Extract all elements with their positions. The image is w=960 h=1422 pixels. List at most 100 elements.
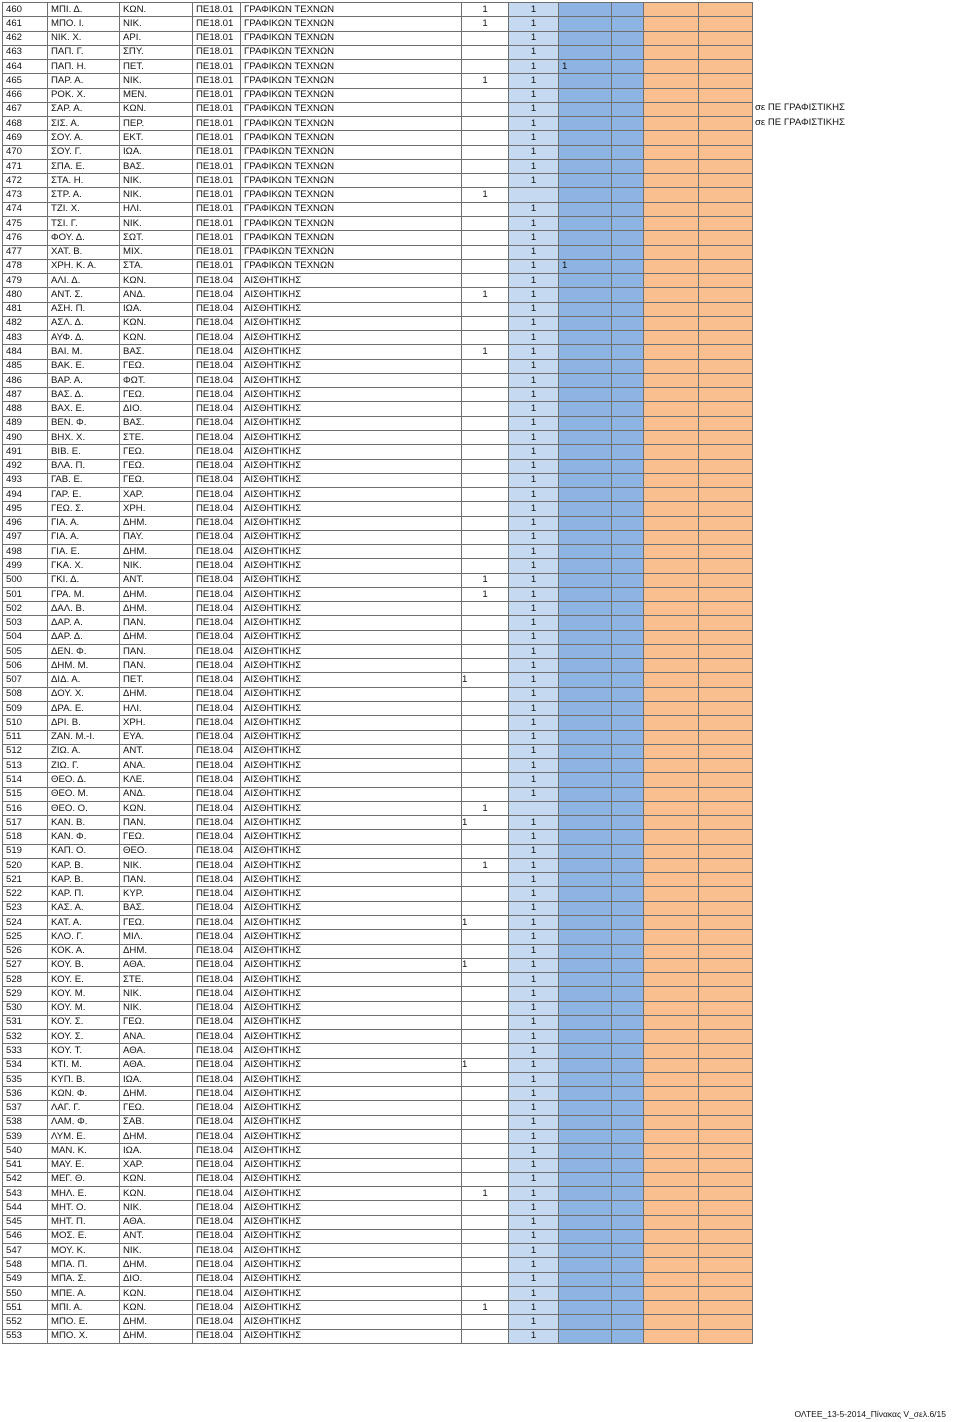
cell-empty-f [698, 1257, 753, 1273]
cell-empty-f [698, 758, 753, 774]
table-row: 520 ΚΑΡ. Β. ΝΙΚ. ΠΕ18.04 ΑΙΣΘΗΤΙΚΗΣ 1 1 [2, 857, 753, 874]
cell-mark-a [461, 444, 509, 460]
cell-mark-a [461, 472, 509, 489]
cell-mark-a [461, 643, 509, 660]
cell-specialty-name: ΓΡΑΦΙΚΩΝ ΤΕΧΝΩΝ [240, 230, 462, 246]
cell-empty-d [611, 501, 644, 517]
cell-mark-a [461, 1328, 509, 1344]
cell-father-name: ΝΙΚ. [119, 986, 193, 1002]
cell-surname: ΖΑΝ. Μ.-Ι. [47, 729, 120, 745]
table-row: 548 ΜΠΑ. Π. ΔΗΜ. ΠΕ18.04 ΑΙΣΘΗΤΙΚΗΣ 1 [2, 1257, 753, 1273]
cell-specialty-name: ΑΙΣΘΗΤΙΚΗΣ [240, 686, 462, 703]
row-remark: σε ΠΕ ΓΡΑΦΙΣΤΙΚΗΣ [755, 116, 845, 128]
cell-surname: ΔΟΥ. Χ. [47, 686, 120, 703]
cell-specialty-code: ΠΕ18.04 [192, 1000, 241, 1016]
cell-surname: ΘΕΟ. Δ. [47, 772, 120, 788]
cell-mark-c [558, 315, 612, 332]
cell-specialty-code: ΠΕ18.04 [192, 301, 241, 317]
cell-empty-f [698, 629, 753, 645]
cell-mark-a [461, 701, 509, 717]
cell-father-name: ΝΙΚ. [119, 215, 193, 232]
cell-specialty-code: ΠΕ18.04 [192, 1200, 241, 1216]
cell-empty-f [698, 358, 753, 374]
cell-specialty-code: ΠΕ18.04 [192, 672, 241, 688]
cell-father-name: ΝΙΚ. [119, 857, 193, 874]
cell-surname: ΔΑΡ. Δ. [47, 629, 120, 645]
cell-mark-c [558, 1086, 612, 1102]
table-row: 491 ΒΙΒ. Ε. ΓΕΩ. ΠΕ18.04 ΑΙΣΘΗΤΙΚΗΣ 1 [2, 444, 753, 460]
cell-surname: ΤΣΙ. Γ. [47, 215, 120, 232]
cell-mark-b: 1 [508, 729, 559, 745]
cell-empty-f [698, 387, 753, 403]
cell-mark-a [461, 158, 509, 175]
cell-empty-f [698, 16, 753, 32]
cell-father-name: ΣΤΕ. [119, 429, 193, 446]
cell-empty-e [643, 886, 699, 902]
cell-surname: ΣΠΑ. Ε. [47, 158, 120, 175]
cell-surname: ΚΤΙ. Μ. [47, 1057, 120, 1073]
cell-mark-b: 1 [508, 101, 559, 118]
table-row: 471 ΣΠΑ. Ε. ΒΑΣ. ΠΕ18.01 ΓΡΑΦΙΚΩΝ ΤΕΧΝΩΝ 1 [2, 158, 753, 175]
cell-mark-c [558, 686, 612, 703]
table-row: 499 ΓΚΑ. Χ. ΝΙΚ. ΠΕ18.04 ΑΙΣΘΗΤΙΚΗΣ 1 [2, 558, 753, 574]
cell-specialty-name: ΑΙΣΘΗΤΙΚΗΣ [240, 929, 462, 945]
cell-father-name: ΕΚΤ. [119, 130, 193, 146]
cell-mark-b: 1 [508, 829, 559, 845]
table-row: 538 ΛΑΜ. Φ. ΣΑΒ. ΠΕ18.04 ΑΙΣΘΗΤΙΚΗΣ 1 [2, 1114, 753, 1130]
cell-mark-c [558, 1157, 612, 1173]
cell-specialty-name: ΑΙΣΘΗΤΙΚΗΣ [240, 829, 462, 845]
cell-number: 522 [2, 886, 48, 902]
cell-mark-c [558, 986, 612, 1002]
cell-father-name: ΘΕΟ. [119, 843, 193, 859]
cell-mark-b: 1 [508, 30, 559, 46]
cell-specialty-code: ΠΕ18.04 [192, 287, 241, 303]
cell-mark-b: 1 [508, 1314, 559, 1330]
cell-specialty-code: ΠΕ18.04 [192, 572, 241, 588]
table-row: 551 ΜΠΙ. Α. ΚΩΝ. ΠΕ18.04 ΑΙΣΘΗΤΙΚΗΣ 1 1 [2, 1300, 753, 1316]
cell-mark-c [558, 401, 612, 417]
cell-mark-a: 1 [461, 287, 509, 303]
cell-empty-f [698, 743, 753, 760]
cell-father-name: ΙΩΑ. [119, 301, 193, 317]
table-row: 506 ΔΗΜ. Μ. ΠΑΝ. ΠΕ18.04 ΑΙΣΘΗΤΙΚΗΣ 1 [2, 658, 753, 674]
cell-surname: ΒΑΣ. Δ. [47, 387, 120, 403]
cell-mark-a [461, 900, 509, 917]
cell-father-name: ΔΗΜ. [119, 943, 193, 959]
cell-empty-d [611, 900, 644, 917]
table-row: 462 ΝΙΚ. Χ. ΑΡΙ. ΠΕ18.01 ΓΡΑΦΙΚΩΝ ΤΕΧΝΩΝ 1 [2, 30, 753, 46]
cell-mark-a [461, 116, 509, 132]
cell-surname: ΚΑΣ. Α. [47, 900, 120, 917]
cell-mark-b: 1 [508, 929, 559, 945]
cell-father-name: ΓΕΩ. [119, 1100, 193, 1116]
cell-empty-d [611, 330, 644, 346]
cell-empty-f [698, 187, 753, 203]
cell-surname: ΑΛΙ. Δ. [47, 273, 120, 289]
cell-specialty-name: ΑΙΣΘΗΤΙΚΗΣ [240, 1257, 462, 1273]
cell-mark-b: 1 [508, 501, 559, 517]
cell-empty-e [643, 1, 699, 18]
cell-empty-f [698, 701, 753, 717]
cell-specialty-code: ΠΕ18.01 [192, 44, 241, 61]
cell-mark-c [558, 772, 612, 788]
cell-empty-d [611, 1014, 644, 1031]
cell-surname: ΔΑΛ. Β. [47, 601, 120, 617]
cell-specialty-name: ΑΙΣΘΗΤΙΚΗΣ [240, 1071, 462, 1088]
cell-surname: ΓΕΩ. Σ. [47, 501, 120, 517]
cell-empty-f [698, 544, 753, 560]
cell-mark-b: 1 [508, 73, 559, 89]
table-row: 484 ΒΑΙ. Μ. ΒΑΣ. ΠΕ18.04 ΑΙΣΘΗΤΙΚΗΣ 1 1 [2, 344, 753, 360]
cell-empty-e [643, 230, 699, 246]
cell-empty-e [643, 1057, 699, 1073]
cell-specialty-name: ΑΙΣΘΗΤΙΚΗΣ [240, 501, 462, 517]
cell-empty-f [698, 173, 753, 189]
cell-mark-c [558, 786, 612, 802]
cell-empty-d [611, 1000, 644, 1016]
table-row: 496 ΓΙΑ. Α. ΔΗΜ. ΠΕ18.04 ΑΙΣΘΗΤΙΚΗΣ 1 [2, 515, 753, 531]
cell-surname: ΜΗΤ. Ο. [47, 1200, 120, 1216]
cell-mark-b: 1 [508, 972, 559, 988]
cell-number: 530 [2, 1000, 48, 1016]
cell-number: 515 [2, 786, 48, 802]
cell-father-name: ΚΩΝ. [119, 273, 193, 289]
cell-empty-d [611, 344, 644, 360]
cell-empty-d [611, 629, 644, 645]
